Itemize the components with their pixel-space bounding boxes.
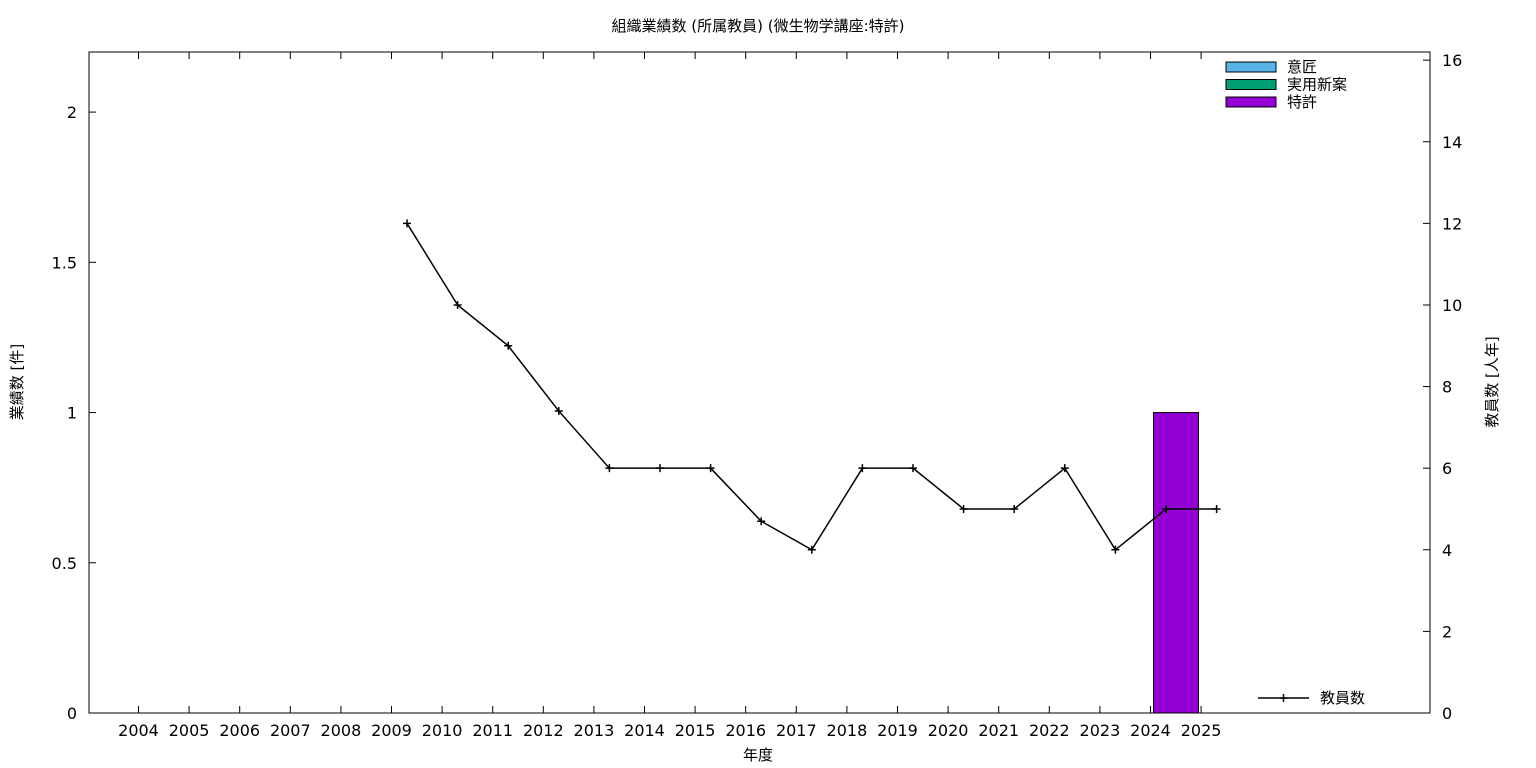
x-tick-label: 2012 (523, 721, 564, 740)
y-axis-label: 業績数 [件] (8, 344, 26, 420)
chart-title: 組織業績数 (所属教員) (微生物学講座:特許) (612, 17, 905, 35)
x-axis-label: 年度 (743, 746, 773, 764)
line-point (1212, 504, 1221, 513)
x-tick-label: 2019 (877, 721, 918, 740)
y2-tick-label: 12 (1442, 214, 1462, 233)
legend-label: 教員数 (1320, 689, 1365, 707)
legend-swatch (1225, 96, 1277, 108)
x-tick-label: 2011 (472, 721, 513, 740)
x-tick-label: 2005 (169, 721, 210, 740)
x-tick-label: 2017 (776, 721, 817, 740)
x-tick-label: 2022 (1029, 721, 1070, 740)
x-tick-label: 2020 (928, 721, 969, 740)
line-point (757, 517, 766, 526)
x-tick-label: 2021 (978, 721, 1019, 740)
line-series (403, 219, 1221, 554)
y2-tick-label: 0 (1442, 704, 1452, 723)
legend-label: 実用新案 (1287, 76, 1347, 94)
y2-tick-label: 16 (1442, 51, 1462, 70)
ticks: 2004 2005 2006 2007 2008 2009 2010 2011 2012 2013… (52, 51, 1463, 740)
y-tick-label: 1 (67, 404, 77, 423)
x-tick-label: 2008 (321, 721, 362, 740)
legend-label: 特許 (1287, 93, 1317, 111)
y2-axis-label: 教員数 [人年] (1483, 336, 1501, 427)
line-path (406, 222, 1217, 551)
x-tick-label: 2016 (725, 721, 766, 740)
line-point (858, 464, 867, 473)
y2-tick-label: 6 (1442, 459, 1452, 478)
legend-label: 意匠 (1287, 58, 1317, 76)
x-tick-label: 2015 (675, 721, 716, 740)
line-point (656, 464, 664, 473)
y-tick-label: 2 (67, 103, 77, 122)
line-point (1162, 504, 1170, 513)
legend-swatch (1225, 61, 1277, 73)
legend-line-marker (1279, 694, 1288, 702)
y2-tick-label: 4 (1442, 541, 1452, 560)
x-tick-label: 2007 (270, 721, 311, 740)
line-point (504, 341, 513, 350)
y-tick-label: 1.5 (52, 253, 77, 272)
x-tick-label: 2024 (1130, 721, 1171, 740)
y-tick-label: 0.5 (52, 554, 77, 573)
plot-area (88, 51, 1431, 714)
y2-tick-label: 8 (1442, 378, 1452, 397)
x-tick-label: 2023 (1080, 721, 1121, 740)
y2-tick-label: 2 (1442, 622, 1452, 641)
x-tick-label: 2018 (827, 721, 868, 740)
line-point (453, 300, 462, 309)
bars (1153, 412, 1199, 714)
line-point (909, 464, 917, 473)
line-point (706, 464, 715, 473)
line-point (403, 219, 411, 228)
x-tick-label: 2010 (422, 721, 463, 740)
line-point (554, 407, 563, 416)
y2-tick-label: 10 (1442, 296, 1462, 315)
x-tick-label: 2004 (118, 721, 159, 740)
y2-tick-label: 14 (1442, 133, 1462, 152)
bar (1153, 412, 1199, 714)
line-point (605, 464, 614, 473)
x-tick-label: 2006 (219, 721, 260, 740)
x-tick-label: 2025 (1181, 721, 1222, 740)
y-tick-label: 0 (67, 704, 77, 723)
x-tick-label: 2009 (371, 721, 412, 740)
line-point (959, 504, 968, 513)
x-tick-label: 2014 (624, 721, 665, 740)
line-point (1111, 545, 1120, 554)
line-point (807, 545, 816, 554)
x-tick-label: 2013 (574, 721, 615, 740)
line-point (1010, 504, 1019, 513)
legend-swatch (1225, 79, 1277, 90)
line-point (1060, 464, 1069, 473)
